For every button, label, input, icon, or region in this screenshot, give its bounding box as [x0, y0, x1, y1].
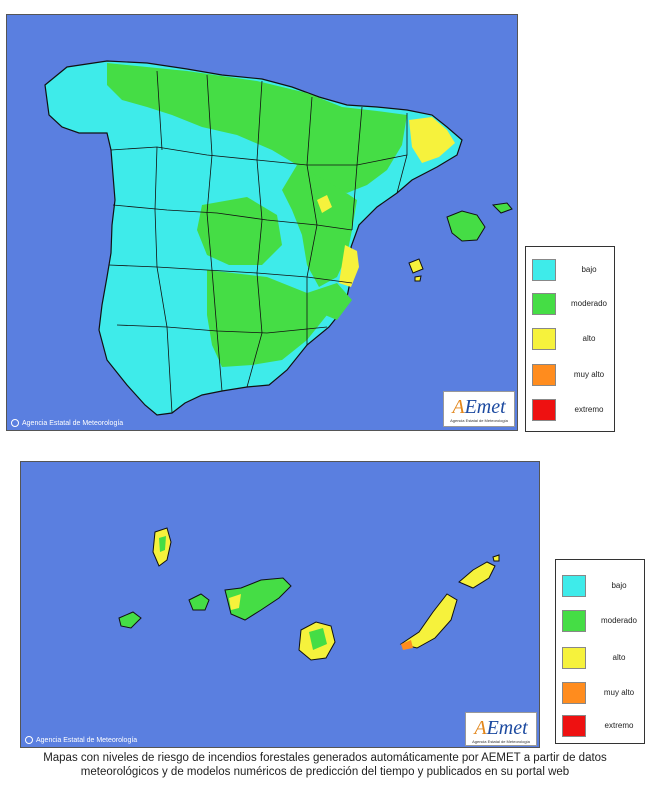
- island-la-graciosa: [492, 554, 500, 562]
- legend-label-extremo: extremo: [604, 721, 634, 730]
- aemet-logo-subtext: Agencia Estatal de Meteorología: [472, 739, 530, 744]
- legend-swatch-moderado: [562, 610, 586, 632]
- canary-aemet-logo: AEmet Agencia Estatal de Meteorología: [465, 712, 537, 746]
- aemet-logo-text: AEmet: [474, 717, 528, 739]
- legend-item-muy-alto: muy alto: [562, 682, 650, 706]
- zone-alto-iberico: [317, 195, 332, 213]
- legend-item-alto: alto: [532, 328, 620, 352]
- zone-moderado-east: [282, 165, 357, 287]
- legend-item-muy-alto: muy alto: [532, 364, 620, 388]
- aemet-logo-letter-a: A: [474, 717, 487, 739]
- copyright-icon: [25, 736, 33, 744]
- zone-la-palma-moderado: [159, 536, 166, 552]
- peninsula-map: Agencia Estatal de Meteorología AEmet Ag…: [6, 14, 518, 431]
- zone-moderado-north: [107, 63, 407, 193]
- aemet-logo-letter-a: A: [452, 396, 465, 418]
- legend-label-extremo: extremo: [574, 405, 604, 414]
- zone-alto-valencia: [339, 245, 359, 287]
- peninsula-credit: Agencia Estatal de Meteorología: [11, 419, 123, 427]
- legend-item-extremo: extremo: [562, 715, 650, 739]
- legend-swatch-extremo: [562, 715, 586, 737]
- legend-label-moderado: moderado: [570, 299, 608, 308]
- island-la-gomera: [188, 593, 210, 611]
- legend-label-moderado: moderado: [600, 616, 638, 625]
- legend-item-bajo: bajo: [532, 259, 620, 283]
- peninsula-aemet-logo: AEmet Agencia Estatal de Meteorología: [443, 391, 515, 427]
- island-menorca: [491, 202, 513, 214]
- legend-item-extremo: extremo: [532, 399, 620, 423]
- island-formentera: [414, 275, 422, 282]
- legend-swatch-bajo: [532, 259, 556, 281]
- canary-islands-map: Agencia Estatal de Meteorología AEmet Ag…: [20, 461, 540, 748]
- legend-item-moderado: moderado: [562, 610, 650, 634]
- aemet-logo-subtext: Agencia Estatal de Meteorología: [450, 418, 508, 423]
- zone-fuerteventura-muy-alto: [401, 640, 413, 650]
- caption-line-2: meteorológicos y de modelos numéricos de…: [80, 766, 570, 778]
- legend-swatch-muy-alto: [562, 682, 586, 704]
- legend-swatch-alto: [532, 328, 556, 350]
- peninsula-legend: bajo moderado alto muy alto extremo: [525, 246, 615, 432]
- zone-moderado-south: [207, 270, 327, 367]
- island-fuerteventura: [399, 593, 458, 649]
- legend-label-alto: alto: [582, 334, 596, 343]
- island-ibiza: [408, 258, 424, 274]
- zone-moderado-east-south: [307, 283, 352, 320]
- legend-item-bajo: bajo: [562, 575, 650, 599]
- zone-tenerife-alto: [229, 594, 241, 610]
- peninsula-credit-text: Agencia Estatal de Meteorología: [22, 419, 124, 427]
- legend-swatch-alto: [562, 647, 586, 669]
- legend-label-bajo: bajo: [611, 581, 627, 590]
- peninsula-map-graphic: [44, 60, 513, 416]
- legend-swatch-bajo: [562, 575, 586, 597]
- island-mallorca: [446, 210, 486, 242]
- legend-swatch-extremo: [532, 399, 556, 421]
- legend-label-bajo: bajo: [581, 265, 597, 274]
- island-lanzarote: [458, 561, 496, 589]
- canary-credit-text: Agencia Estatal de Meteorología: [36, 736, 138, 744]
- legend-item-alto: alto: [562, 647, 650, 671]
- legend-label-muy-alto: muy alto: [573, 370, 605, 379]
- canary-credit: Agencia Estatal de Meteorología: [25, 736, 137, 744]
- canary-legend: bajo moderado alto muy alto extremo: [555, 559, 645, 744]
- zone-gran-canaria-moderado: [309, 628, 327, 650]
- province-borders: [108, 70, 408, 414]
- legend-label-muy-alto: muy alto: [603, 688, 635, 697]
- canary-islands-graphic: [118, 527, 500, 661]
- caption-line-1: Mapas con niveles de riesgo de incendios…: [43, 752, 607, 764]
- zone-moderado-center: [197, 197, 282, 265]
- legend-label-alto: alto: [612, 653, 626, 662]
- legend-swatch-moderado: [532, 293, 556, 315]
- aemet-logo-text: AEmet: [452, 396, 506, 418]
- figure-caption: Mapas con niveles de riesgo de incendios…: [0, 751, 650, 779]
- zone-alto-catalonia: [409, 117, 455, 163]
- legend-item-moderado: moderado: [532, 293, 620, 317]
- island-tenerife: [224, 577, 292, 621]
- legend-swatch-muy-alto: [532, 364, 556, 386]
- copyright-icon: [11, 419, 19, 427]
- island-el-hierro: [118, 611, 142, 629]
